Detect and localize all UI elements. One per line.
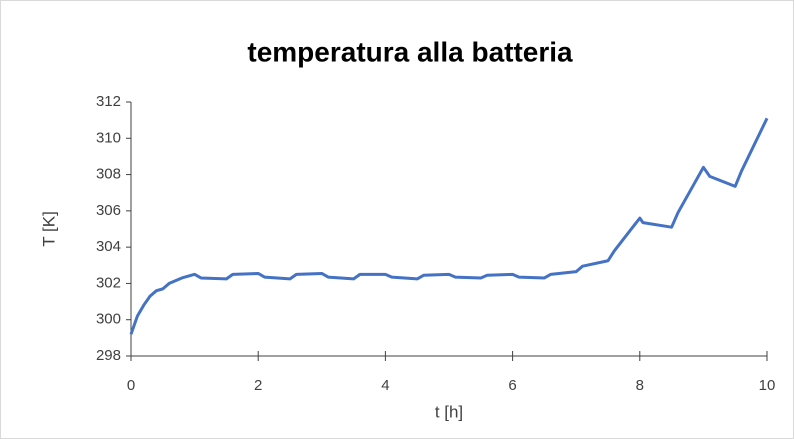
y-tick-label: 298 (96, 347, 121, 364)
x-tick-label: 2 (254, 377, 262, 394)
y-tick-label: 304 (96, 238, 121, 255)
y-tick-label: 312 (96, 93, 121, 110)
x-tick-label: 4 (381, 377, 389, 394)
y-tick-label: 306 (96, 202, 121, 219)
x-tick-label: 6 (508, 377, 516, 394)
y-tick-label: 310 (96, 129, 121, 146)
x-tick-label: 10 (759, 377, 776, 394)
chart-title: temperatura alla batteria (247, 36, 573, 67)
y-tick-label: 308 (96, 166, 121, 183)
y-axis-label: T [K] (39, 211, 58, 247)
y-tick-label: 300 (96, 311, 121, 328)
data-line (129, 117, 769, 335)
x-axis-label: t [h] (435, 402, 463, 421)
y-tick-label: 302 (96, 274, 121, 291)
x-tick-label: 0 (127, 377, 135, 394)
x-tick-label: 8 (636, 377, 644, 394)
